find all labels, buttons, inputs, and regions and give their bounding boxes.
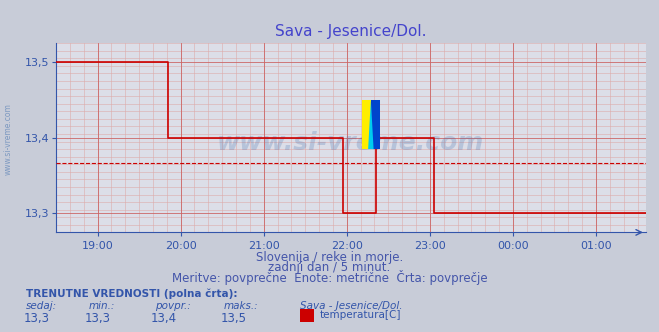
Text: 13,5: 13,5 [221,311,247,325]
Polygon shape [371,100,380,149]
Text: 13,3: 13,3 [23,311,49,325]
Text: maks.:: maks.: [224,301,259,311]
Text: Sava - Jesenice/Dol.: Sava - Jesenice/Dol. [300,301,403,311]
Text: temperatura[C]: temperatura[C] [320,310,401,320]
Text: Meritve: povprečne  Enote: metrične  Črta: povprečje: Meritve: povprečne Enote: metrične Črta:… [172,270,487,286]
Text: Slovenija / reke in morje.: Slovenija / reke in morje. [256,251,403,264]
Text: www.si-vreme.com: www.si-vreme.com [3,104,13,175]
Text: 13,3: 13,3 [84,311,111,325]
Text: zadnji dan / 5 minut.: zadnji dan / 5 minut. [268,261,391,274]
Title: Sava - Jesenice/Dol.: Sava - Jesenice/Dol. [275,24,426,39]
Text: 13,4: 13,4 [150,311,177,325]
Polygon shape [362,100,371,149]
Text: TRENUTNE VREDNOSTI (polna črta):: TRENUTNE VREDNOSTI (polna črta): [26,289,238,299]
Text: www.si-vreme.com: www.si-vreme.com [217,131,484,155]
Text: sedaj:: sedaj: [26,301,57,311]
Text: min.:: min.: [89,301,115,311]
Polygon shape [368,100,374,149]
Text: povpr.:: povpr.: [155,301,190,311]
